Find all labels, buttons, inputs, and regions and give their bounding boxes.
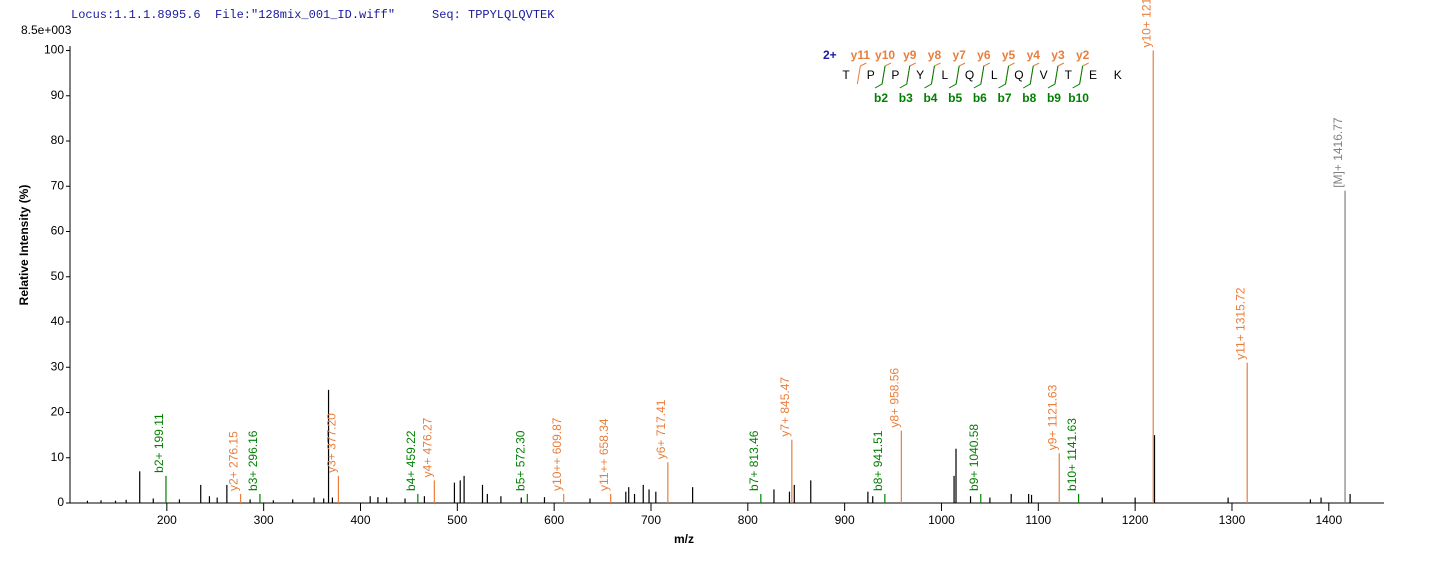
residue: V: [1040, 68, 1048, 82]
y-tick-label: 50: [51, 269, 65, 283]
y-ion: y5: [1002, 48, 1016, 62]
y-ion: y2: [1076, 48, 1090, 62]
peak-label: y6+ 717.41: [654, 399, 668, 459]
x-axis-label: m/z: [674, 532, 694, 546]
residue: T: [1065, 68, 1073, 82]
x-tick-label: 800: [738, 513, 758, 527]
peak-label: b5+ 572.30: [514, 430, 528, 491]
x-tick-label: 300: [254, 513, 274, 527]
b-ion: b5: [948, 91, 962, 105]
b-ion: b10: [1068, 91, 1089, 105]
peak-label: [M]+ 1416.77: [1331, 117, 1345, 188]
y-ion: y7: [952, 48, 966, 62]
x-tick-label: 1100: [1025, 513, 1051, 527]
x-tick-label: 400: [350, 513, 370, 527]
x-tick-label: 1000: [928, 513, 955, 527]
peak-label: y10+ 1218.67: [1139, 0, 1153, 48]
y-ion: y3: [1051, 48, 1065, 62]
scale-label: 8.5e+003: [21, 23, 72, 37]
b-bracket: [899, 65, 911, 89]
peak-label: y11+ 1315.72: [1233, 287, 1247, 360]
x-tick-label: 600: [544, 513, 564, 527]
y-tick-label: 100: [44, 43, 64, 57]
y-tick-label: 0: [57, 495, 64, 509]
b-bracket: [998, 65, 1010, 89]
y-tick-label: 60: [51, 224, 65, 238]
file: File:"128mix_001_ID.wiff": [215, 8, 395, 22]
b-bracket: [1023, 65, 1034, 89]
b-ion: b9: [1047, 91, 1061, 105]
sequence-header: Seq: TPPYLQLQVTEK: [432, 8, 555, 22]
b-ion: b4: [923, 91, 937, 105]
residue: P: [867, 68, 875, 82]
y-tick-label: 80: [51, 133, 65, 147]
peak-label: y7+ 845.47: [778, 377, 792, 437]
b-bracket: [948, 65, 960, 89]
x-tick-label: 200: [157, 513, 177, 527]
y-ion: y11: [851, 48, 871, 62]
b-bracket: [874, 65, 886, 89]
b-ion: b7: [998, 91, 1012, 105]
peak-label: y8+ 958.56: [888, 368, 902, 428]
y-ion: y9: [903, 48, 917, 62]
locus: Locus:1.1.1.8995.6: [71, 8, 201, 22]
peak-label: y9+ 1121.63: [1045, 384, 1059, 450]
peak-label: y11++ 658.34: [597, 418, 611, 491]
peak-label: b9+ 1040.58: [967, 424, 981, 491]
y-ion: y4: [1027, 48, 1041, 62]
peak-label: b10+ 1141.63: [1065, 418, 1079, 491]
peak-label: y4+ 476.27: [421, 417, 435, 477]
y-ion: y10: [875, 48, 895, 62]
peak-label: y10++ 609.87: [550, 417, 564, 491]
peak-label: y2+ 276.15: [227, 431, 241, 491]
residue: Q: [965, 68, 974, 82]
charge: 2+: [823, 48, 837, 62]
residue: L: [991, 68, 998, 82]
residue: Y: [916, 68, 924, 82]
b-bracket: [924, 65, 935, 89]
residue: P: [891, 68, 899, 82]
x-tick-label: 1200: [1122, 513, 1149, 527]
peak-label: b2+ 199.11: [152, 413, 166, 473]
x-tick-label: 500: [447, 513, 467, 527]
y-tick-label: 70: [51, 178, 65, 192]
b-ion: b6: [973, 91, 987, 105]
residue: K: [1114, 68, 1122, 82]
y-tick-label: 10: [51, 450, 65, 464]
residue: L: [941, 68, 948, 82]
peak-label: b4+ 459.22: [404, 430, 418, 491]
b-bracket: [1047, 65, 1059, 89]
x-tick-label: 900: [835, 513, 855, 527]
peak-label: y3+ 377.20: [325, 413, 339, 473]
b-ion: b8: [1022, 91, 1036, 105]
y-ion: y8: [928, 48, 942, 62]
residue: E: [1089, 68, 1097, 82]
peak-label: b3+ 296.16: [246, 430, 260, 491]
x-tick-label: 700: [641, 513, 661, 527]
y-bracket: [856, 62, 867, 85]
peak-label: b7+ 813.46: [747, 430, 761, 491]
b-ion: b3: [899, 91, 913, 105]
x-tick-label: 1300: [1219, 513, 1246, 527]
y-axis-label: Relative Intensity (%): [17, 185, 31, 306]
b-bracket: [1072, 65, 1084, 89]
residue: Q: [1014, 68, 1023, 82]
y-tick-label: 90: [51, 88, 65, 102]
y-tick-label: 40: [51, 314, 65, 328]
b-bracket: [973, 65, 985, 89]
x-tick-label: 1400: [1315, 513, 1342, 527]
peak-label: b8+ 941.51: [871, 430, 885, 491]
residue: T: [842, 68, 850, 82]
y-tick-label: 20: [51, 405, 65, 419]
b-ion: b2: [874, 91, 888, 105]
y-ion: y6: [977, 48, 991, 62]
y-tick-label: 30: [51, 359, 65, 373]
